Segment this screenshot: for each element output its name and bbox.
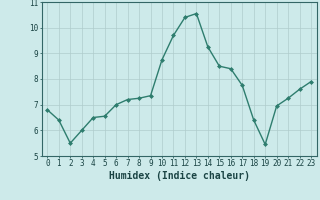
X-axis label: Humidex (Indice chaleur): Humidex (Indice chaleur) <box>109 171 250 181</box>
